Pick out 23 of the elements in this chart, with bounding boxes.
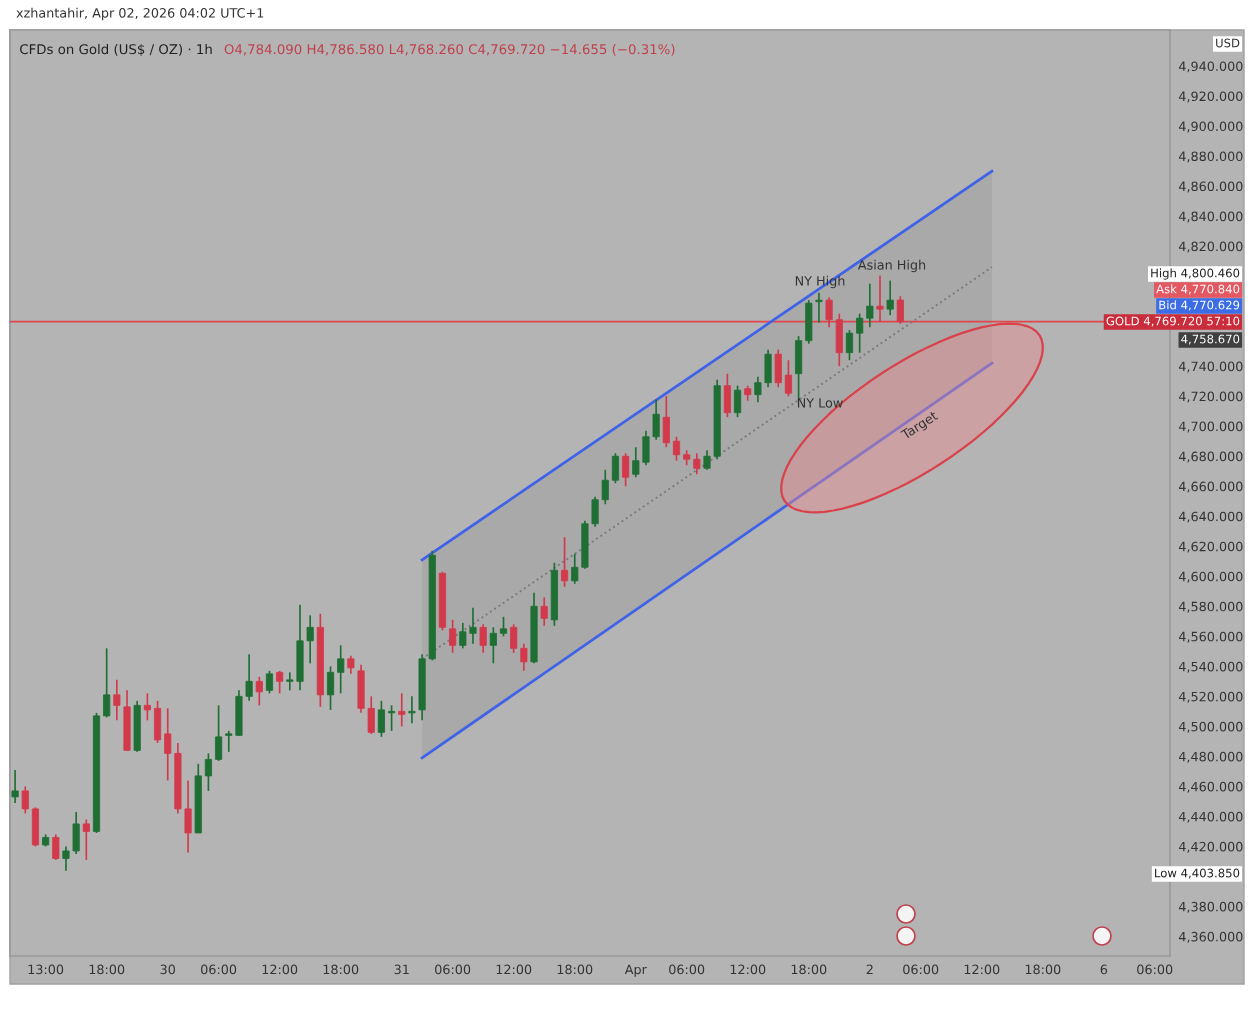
candlestick (815, 291, 823, 324)
candlestick (540, 596, 548, 627)
candlestick (876, 274, 884, 322)
candlestick (398, 692, 406, 728)
candlestick (276, 670, 284, 695)
candlestick (449, 618, 457, 654)
candlestick (896, 295, 904, 325)
candlestick (347, 655, 355, 675)
candlestick (479, 623, 487, 654)
candlestick (265, 670, 274, 695)
candlestick (408, 695, 416, 725)
candlestick (82, 818, 90, 861)
candlestick (255, 676, 263, 707)
candlestick (622, 452, 630, 488)
candlestick (560, 536, 569, 588)
candlestick (133, 700, 141, 753)
candlestick (113, 679, 121, 722)
candlestick (733, 384, 742, 419)
candlestick (886, 279, 894, 316)
candlestick (723, 372, 731, 419)
candlestick (11, 769, 19, 804)
candlestick (52, 833, 60, 861)
candlestick (123, 689, 131, 752)
